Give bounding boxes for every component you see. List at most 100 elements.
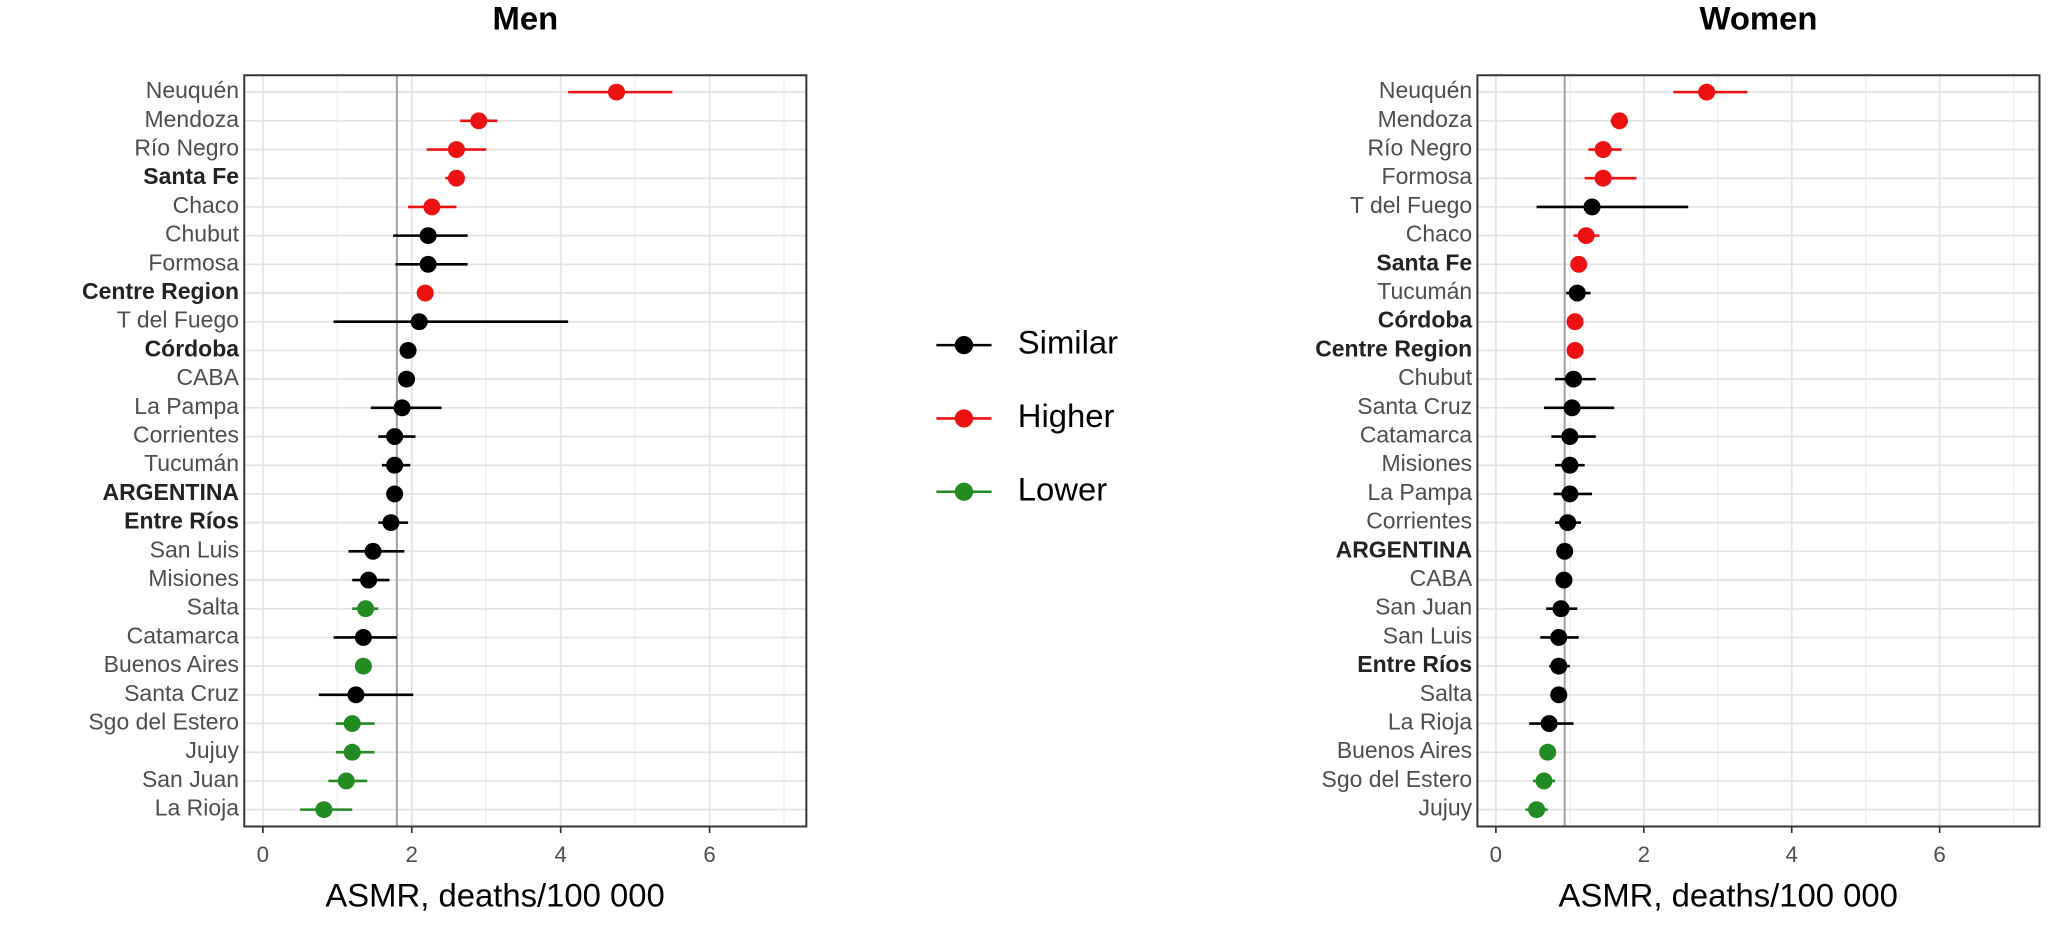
point [364, 542, 382, 560]
panel-border [243, 74, 808, 828]
category-label: CABA [1410, 565, 1473, 591]
category-label: Tucumán [1377, 278, 1472, 304]
category-label: Santa Fe [143, 163, 239, 189]
category-label: Neuquén [1379, 77, 1472, 103]
point [399, 341, 417, 359]
category-label: Catamarca [127, 623, 240, 649]
point [360, 571, 378, 589]
category-label: T del Fuego [1350, 192, 1472, 218]
point [315, 801, 333, 819]
category-label: Santa Fe [1376, 249, 1472, 275]
category-label: San Luis [150, 536, 239, 562]
x-tick-label: 4 [554, 842, 566, 867]
x-tick-label: 2 [406, 842, 418, 867]
category-label: Corrientes [1366, 508, 1472, 534]
point [386, 485, 404, 503]
category-label: Misiones [148, 565, 239, 591]
point [386, 428, 404, 445]
point [1550, 657, 1568, 675]
legend-label: Similar [1018, 324, 1118, 361]
x-axis-label: ASMR, deaths/100 000 [1559, 877, 1898, 914]
category-label: Sgo del Estero [88, 709, 239, 735]
category-label: Chaco [173, 192, 239, 218]
category-label: La Pampa [1367, 479, 1472, 505]
x-axis-label: ASMR, deaths/100 000 [325, 877, 664, 914]
category-label: La Pampa [134, 393, 239, 419]
chart-title: Men [492, 0, 558, 36]
point [470, 112, 488, 130]
category-label: Río Negro [1367, 135, 1472, 161]
x-tick-label: 2 [1638, 842, 1650, 867]
category-label: Chaco [1406, 221, 1472, 247]
point [447, 169, 465, 187]
point [347, 686, 365, 704]
x-tick-label: 0 [1490, 842, 1502, 867]
category-label: Santa Cruz [124, 680, 239, 706]
point [1540, 715, 1558, 732]
x-tick-label: 0 [257, 842, 269, 867]
point [1561, 485, 1579, 503]
category-label: Buenos Aires [104, 651, 239, 677]
category-label: Río Negro [134, 135, 239, 161]
category-label: La Rioja [155, 795, 240, 821]
point [1561, 428, 1579, 445]
category-label: Misiones [1382, 450, 1473, 476]
category-label: Centre Region [1315, 336, 1472, 362]
point [386, 456, 404, 474]
x-tick-label: 6 [1933, 842, 1945, 867]
category-label: San Luis [1383, 623, 1472, 649]
point [1528, 801, 1546, 819]
category-label: San Juan [1375, 594, 1472, 620]
category-label: Sgo del Estero [1322, 766, 1473, 792]
point [419, 255, 437, 273]
point [1556, 542, 1574, 560]
category-label: CABA [176, 364, 239, 390]
point [343, 743, 361, 761]
point [1535, 772, 1553, 790]
point [1559, 514, 1577, 532]
category-label: ARGENTINA [1336, 536, 1473, 562]
point [398, 370, 416, 388]
category-label: Formosa [1382, 163, 1473, 189]
category-label: Tucumán [144, 450, 239, 476]
point [1550, 628, 1568, 646]
point [1555, 571, 1573, 589]
category-label: ARGENTINA [102, 479, 239, 505]
point [354, 657, 372, 675]
point [1566, 313, 1584, 331]
point [1610, 112, 1628, 130]
legend-marker [954, 336, 974, 355]
point [1563, 399, 1581, 417]
category-label: Entre Ríos [1357, 651, 1472, 677]
legend-marker [954, 409, 974, 428]
point [423, 198, 441, 216]
category-label: Jujuy [185, 737, 239, 763]
panel-border [1476, 74, 2041, 828]
point [607, 83, 626, 101]
category-label: Corrientes [133, 422, 239, 448]
plot-panel [244, 75, 807, 827]
category-label: Mendoza [1378, 106, 1473, 132]
category-label: Centre Region [82, 278, 239, 304]
point [1568, 284, 1586, 302]
category-label: La Rioja [1388, 709, 1473, 735]
category-label: Entre Ríos [124, 508, 239, 534]
point [1561, 456, 1579, 474]
category-label: Córdoba [145, 336, 240, 362]
point [337, 772, 355, 790]
legend-label: Lower [1018, 471, 1108, 508]
point [410, 313, 428, 331]
point [419, 227, 437, 245]
category-label: San Juan [142, 766, 239, 792]
category-label: Mendoza [145, 106, 240, 132]
legend-label: Higher [1018, 397, 1115, 434]
point [343, 715, 361, 732]
point [354, 628, 372, 646]
category-label: T del Fuego [117, 307, 239, 333]
point [1594, 141, 1612, 158]
category-label: Jujuy [1419, 795, 1473, 821]
category-label: Córdoba [1378, 307, 1473, 333]
category-label: Formosa [148, 249, 239, 275]
point [447, 141, 465, 158]
category-label: Chubut [1398, 364, 1473, 390]
